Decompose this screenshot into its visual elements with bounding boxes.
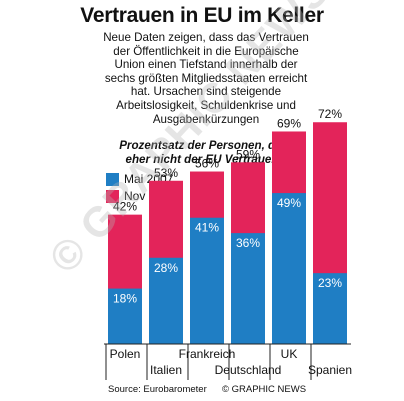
value-label-may2007-spanien: 23% [318,276,342,290]
category-label-polen: Polen [110,347,141,361]
value-label-nov2012-polen: 42% [113,200,137,214]
value-label-may2007-deutschland: 36% [236,236,260,250]
category-label-spanien: Spanien [308,363,352,377]
category-label-italien: Italien [150,363,182,377]
value-label-nov2012-frankreich: 56% [195,157,219,171]
value-label-nov2012-uk: 69% [277,116,301,130]
value-label-may2007-polen: 18% [113,292,137,306]
category-label-frankreich: Frankreich [179,347,236,361]
value-label-may2007-italien: 28% [154,261,178,275]
value-label-nov2012-deutschland: 59% [236,147,260,161]
bar-may2007-spanien [313,273,347,344]
value-label-may2007-frankreich: 41% [195,221,219,235]
legend-swatch-may2007 [106,173,119,186]
credit-note: © GRAPHIC NEWS [222,384,307,395]
source-note: Source: Eurobarometer [108,384,207,395]
bar-may2007-italien [149,257,183,344]
legend-swatch-nov2012 [106,190,119,203]
intro-text: Neue Daten zeigen, dass das Vertrauen de… [103,31,309,126]
chart-title: Vertrauen in EU im Keller [80,4,324,27]
value-label-nov2012-italien: 53% [154,166,178,180]
bar-may2007-deutschland [231,233,265,344]
bar-may2007-frankreich [190,217,224,344]
value-label-nov2012-spanien: 72% [318,107,342,121]
bar-may2007-uk [272,193,306,344]
value-label-may2007-uk: 49% [277,196,301,210]
category-label-deutschland: Deutschland [215,363,282,377]
bar-may2007-polen [108,288,142,344]
category-label-uk: UK [281,347,298,361]
